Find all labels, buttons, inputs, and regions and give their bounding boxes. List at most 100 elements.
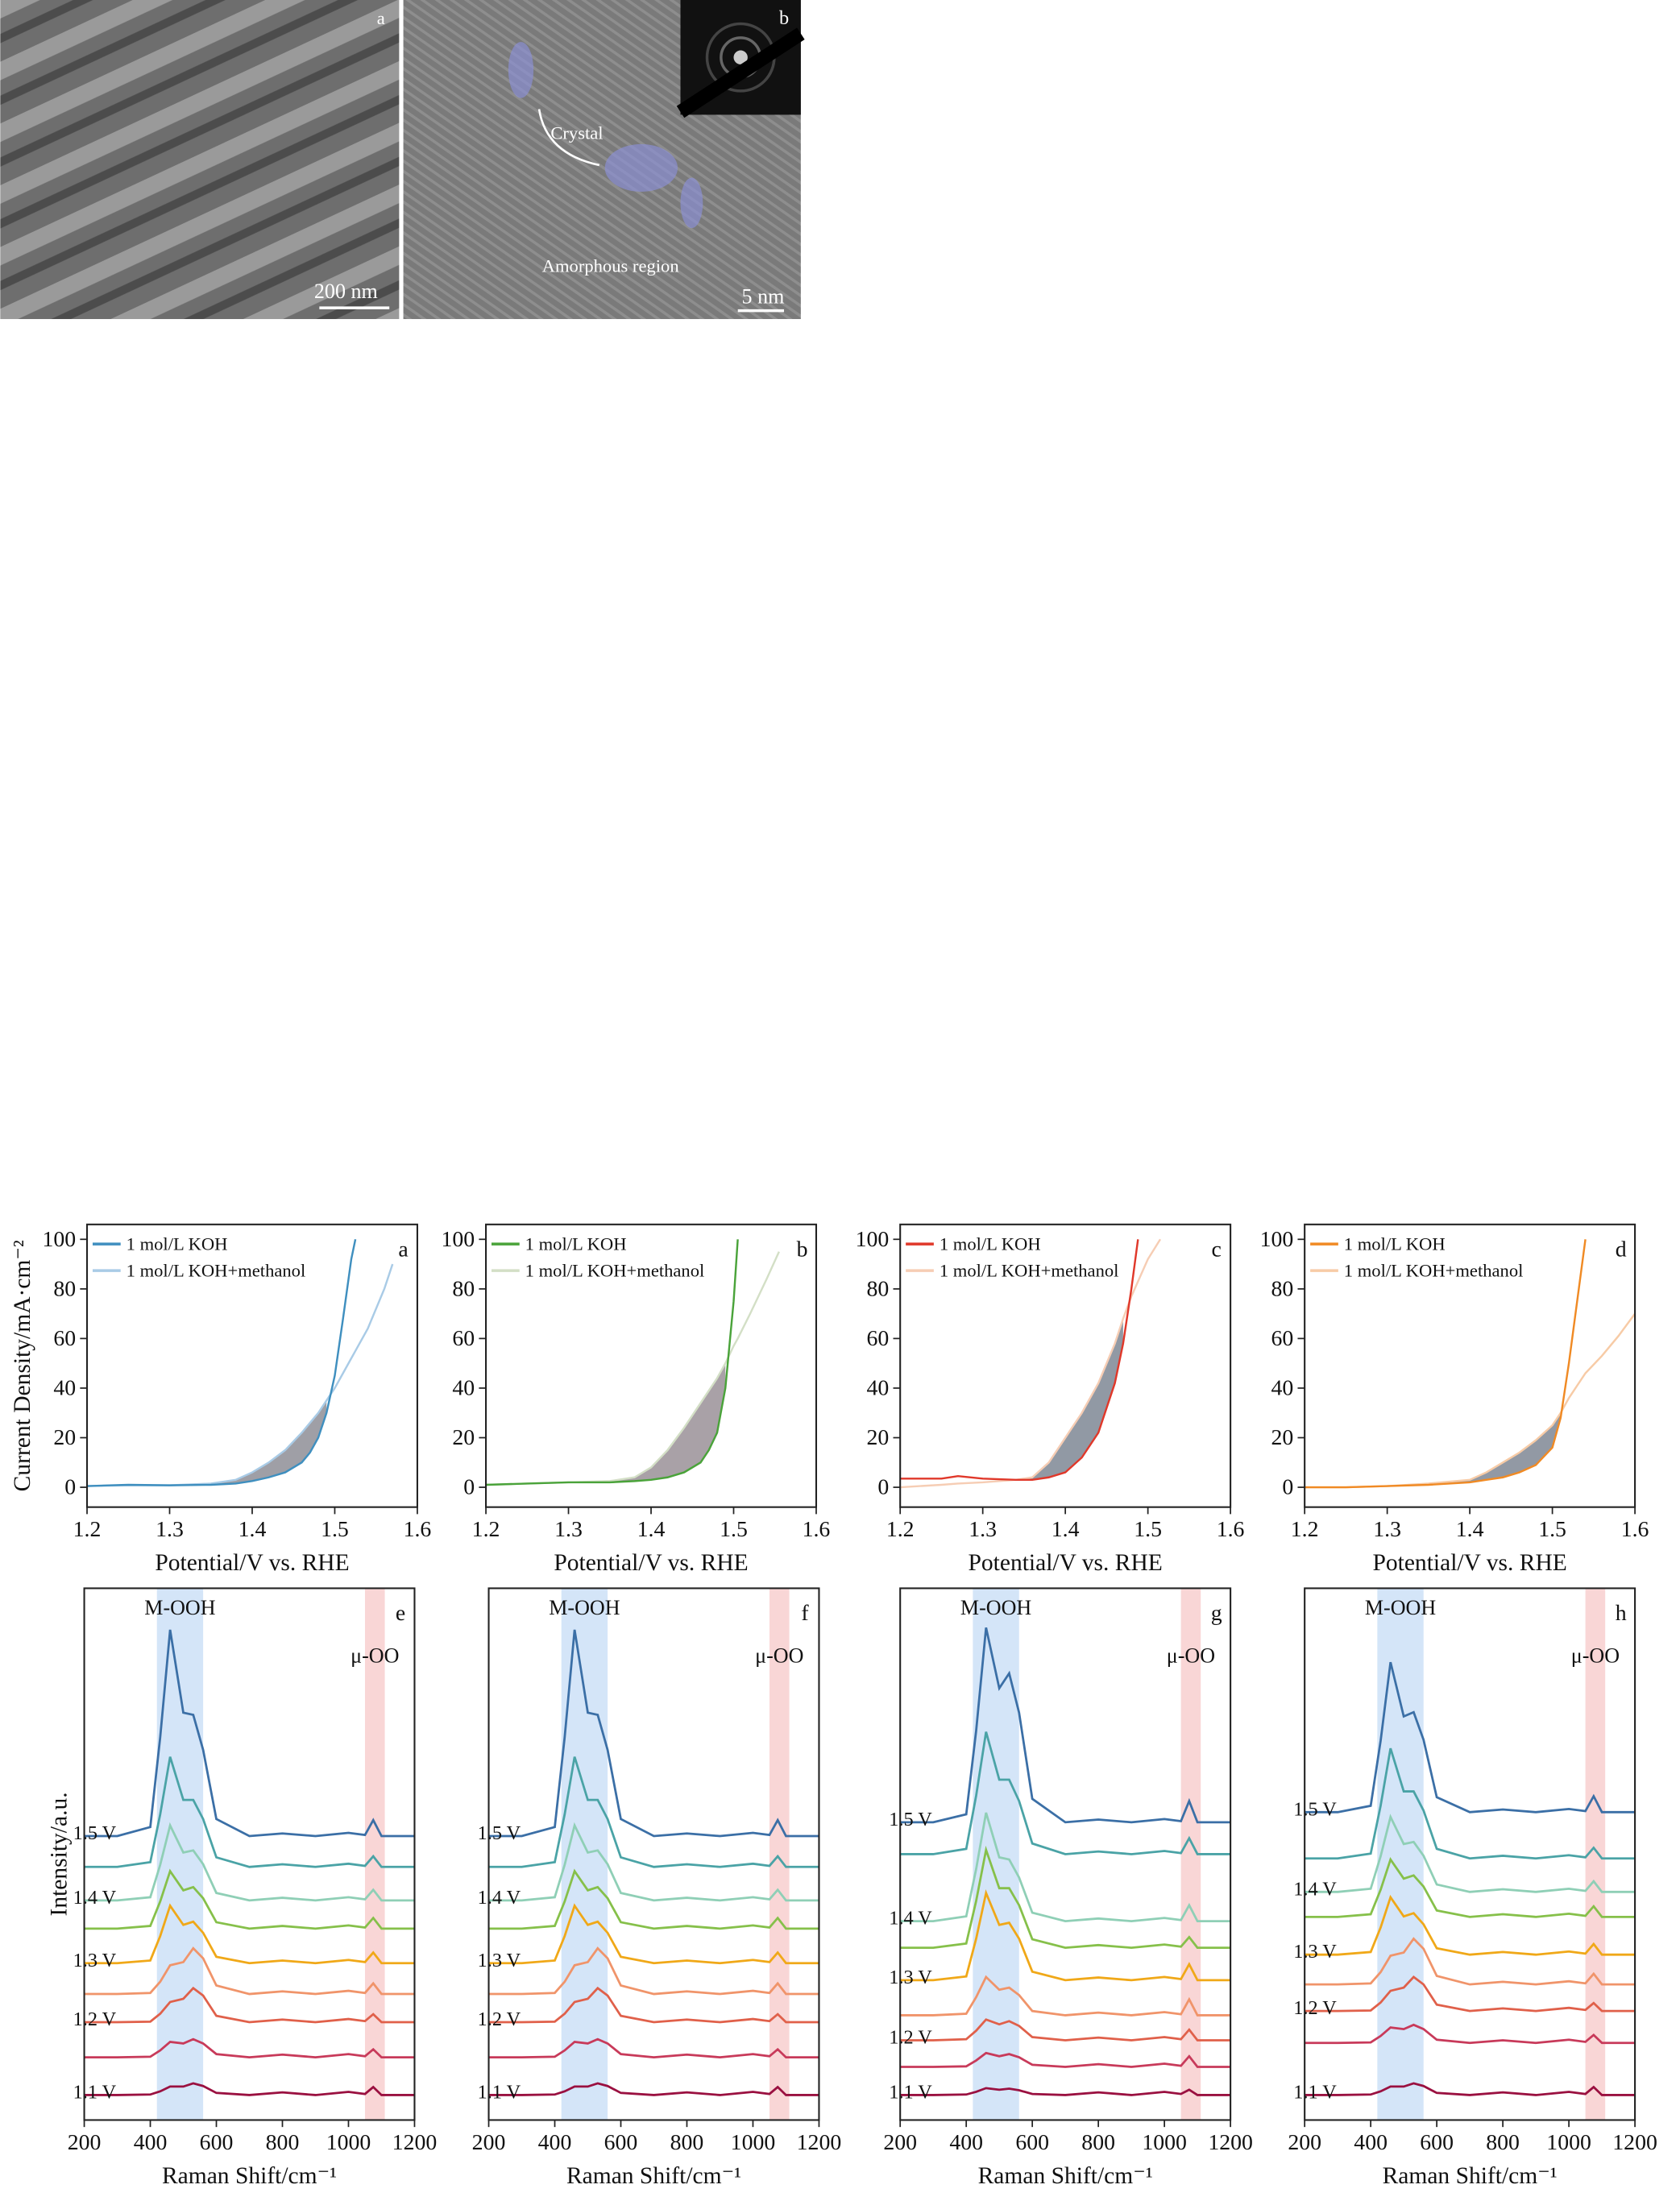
y-tick-label: 100 (441, 1227, 475, 1252)
y-tick-label: 60 (1271, 1326, 1293, 1351)
x-tick-label: 1.5 (720, 1517, 748, 1542)
panel-label: c (1212, 1237, 1222, 1262)
x-tick-label: 1200 (392, 2130, 438, 2155)
x-tick-label: 800 (1486, 2130, 1520, 2155)
annotation-arrow (537, 109, 600, 167)
series-line (488, 1756, 819, 1868)
series-line (900, 2087, 1231, 2096)
trace-label: 1.3 V (478, 1950, 521, 1971)
x-tick-label: 1.2 (886, 1517, 915, 1542)
x-axis-label: Raman Shift/cm⁻¹ (978, 2163, 1153, 2189)
series-line (87, 1263, 394, 1487)
legend-label: 1 mol/L KOH+methanol (525, 1261, 705, 1281)
trace-label: 1.4 V (1293, 1878, 1337, 1900)
x-axis-label: Potential/V vs. RHE (1372, 1550, 1566, 1576)
y-tick-label: 0 (1282, 1475, 1293, 1500)
legend-label: 1 mol/L KOH (940, 1234, 1041, 1254)
x-tick-label: 800 (670, 2130, 704, 2155)
y-tick-label: 40 (1271, 1375, 1293, 1400)
x-tick-label: 1.5 (1134, 1517, 1162, 1542)
series-line (84, 1629, 415, 1838)
series-line (900, 1731, 1231, 1855)
series-line (1305, 1894, 1636, 1956)
chart-panel: 1 mol/L KOH 1 mol/L KOH+methanol c 1.2 1.3 1.… (856, 1223, 1245, 1576)
y-tick-label: 20 (452, 1425, 475, 1450)
legend-label: 1 mol/L KOH (1344, 1234, 1446, 1254)
series-line (84, 1946, 415, 1996)
y-tick-label: 100 (856, 1227, 890, 1252)
series-line (488, 1868, 819, 1930)
legend-label: 1 mol/L KOH (525, 1234, 627, 1254)
trace-label: 1.1 V (478, 2081, 521, 2103)
x-tick-label: 400 (949, 2130, 983, 2155)
y-tick-label: 60 (452, 1326, 475, 1351)
chart-panel: M-OOH μ-OO 1.1 V 1.2 V 1.3 V 1.4 V 1.5 V h 200 40… (1288, 1587, 1657, 2189)
x-tick-label: 1200 (1612, 2130, 1657, 2155)
plot-frame (899, 1587, 1232, 2121)
chart-panel: 1 mol/L KOH 1 mol/L KOH+methanol d 1.2 1.3 1.… (1260, 1223, 1649, 1576)
image-label: b (779, 7, 789, 29)
x-tick-label: 200 (68, 2130, 102, 2155)
x-tick-label: 600 (1015, 2130, 1049, 2155)
chart-panel: 1 mol/L KOH 1 mol/L KOH+methanol b 1.2 1.3 1.… (441, 1223, 831, 1576)
series-line (1305, 1239, 1587, 1489)
annotation: Amorphous region (542, 256, 679, 276)
band-label: M-OOH (549, 1596, 620, 1619)
series-line (1305, 1747, 1636, 1860)
y-tick-label: 0 (64, 1475, 76, 1500)
trace-label: 1.1 V (889, 2081, 932, 2103)
series-line (1305, 1661, 1636, 1814)
x-axis-label: Raman Shift/cm⁻¹ (1383, 2163, 1558, 2189)
trace-label: 1.4 V (73, 1887, 117, 1909)
x-tick-label: 1.5 (1538, 1517, 1566, 1542)
scale-bar-label: 5 nm (742, 285, 785, 309)
difference-area (1305, 1412, 1561, 1488)
x-tick-label: 400 (538, 2130, 572, 2155)
y-tick-label: 20 (867, 1425, 890, 1450)
trace-label: 1.2 V (478, 2008, 521, 2030)
panel-label: e (396, 1601, 405, 1626)
series-line (87, 1239, 357, 1487)
x-tick-label: 600 (604, 2130, 638, 2155)
y-tick-label: 40 (53, 1375, 76, 1400)
x-tick-label: 1.4 (637, 1517, 666, 1542)
x-tick-label: 1.4 (1052, 1517, 1080, 1542)
diffraction-spot (733, 50, 748, 64)
y-tick-label: 100 (42, 1227, 76, 1252)
trace-label: 1.5 V (478, 1822, 521, 1844)
x-tick-label: 1.3 (554, 1517, 583, 1542)
x-tick-label: 800 (266, 2130, 300, 2155)
crystal-region (680, 177, 703, 229)
y-tick-label: 60 (867, 1326, 890, 1351)
plot-frame (1304, 1587, 1636, 2121)
trace-label: 1.5 V (73, 1822, 117, 1844)
x-tick-label: 1.6 (404, 1517, 432, 1542)
series-line (1305, 1312, 1636, 1489)
plot-frame (83, 1587, 416, 2121)
series-line (488, 1629, 819, 1838)
legend-label: 1 mol/L KOH (127, 1234, 228, 1254)
panel-label: f (801, 1601, 809, 1626)
x-tick-label: 400 (134, 2130, 168, 2155)
x-tick-label: 1.6 (803, 1517, 831, 1542)
sem-image: a 200 nm (0, 0, 400, 320)
series-line (900, 1845, 1231, 1950)
band (1377, 1588, 1424, 2120)
series-line (488, 1822, 819, 1902)
chart-panel: M-OOH μ-OO 1.1 V 1.2 V 1.3 V 1.4 V 1.5 V f 200 40… (472, 1587, 841, 2189)
x-tick-label: 1000 (1142, 2130, 1187, 2155)
series-line (1305, 2082, 1636, 2096)
trace-label: 1.3 V (73, 1950, 117, 1971)
band-label: M-OOH (1365, 1596, 1436, 1619)
x-tick-label: 1.3 (969, 1517, 997, 1542)
trace-label: 1.3 V (889, 1967, 932, 1988)
y-tick-label: 80 (53, 1276, 76, 1301)
series-line (900, 1812, 1231, 1923)
trace-label: 1.1 V (1293, 2081, 1337, 2103)
chart-panel: M-OOH μ-OO 1.1 V 1.2 V 1.3 V 1.4 V 1.5 V g 200 40… (883, 1587, 1253, 2189)
x-tick-label: 1.6 (1217, 1517, 1245, 1542)
band (769, 1588, 790, 2120)
tem-image: b Crystal Amorphous region 5 nm (403, 0, 805, 320)
series-line (1305, 1937, 1636, 1986)
